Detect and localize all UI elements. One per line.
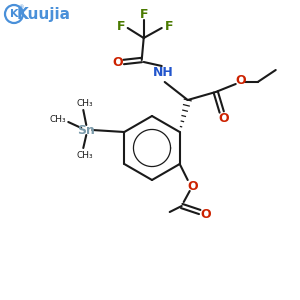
Text: O: O	[112, 56, 123, 68]
Text: CH₃: CH₃	[50, 116, 67, 124]
Text: Sn: Sn	[77, 124, 95, 136]
Text: ®: ®	[18, 5, 24, 10]
Text: Kuujia: Kuujia	[17, 7, 71, 22]
Text: F: F	[164, 20, 173, 32]
Text: CH₃: CH₃	[77, 98, 94, 107]
Text: O: O	[236, 74, 246, 88]
Text: O: O	[218, 112, 229, 125]
Text: F: F	[140, 8, 148, 20]
Text: K: K	[10, 9, 18, 19]
Text: F: F	[116, 20, 125, 32]
Text: NH: NH	[153, 67, 174, 80]
Text: CH₃: CH₃	[77, 151, 94, 160]
Text: O: O	[200, 208, 211, 220]
Text: O: O	[188, 179, 198, 193]
